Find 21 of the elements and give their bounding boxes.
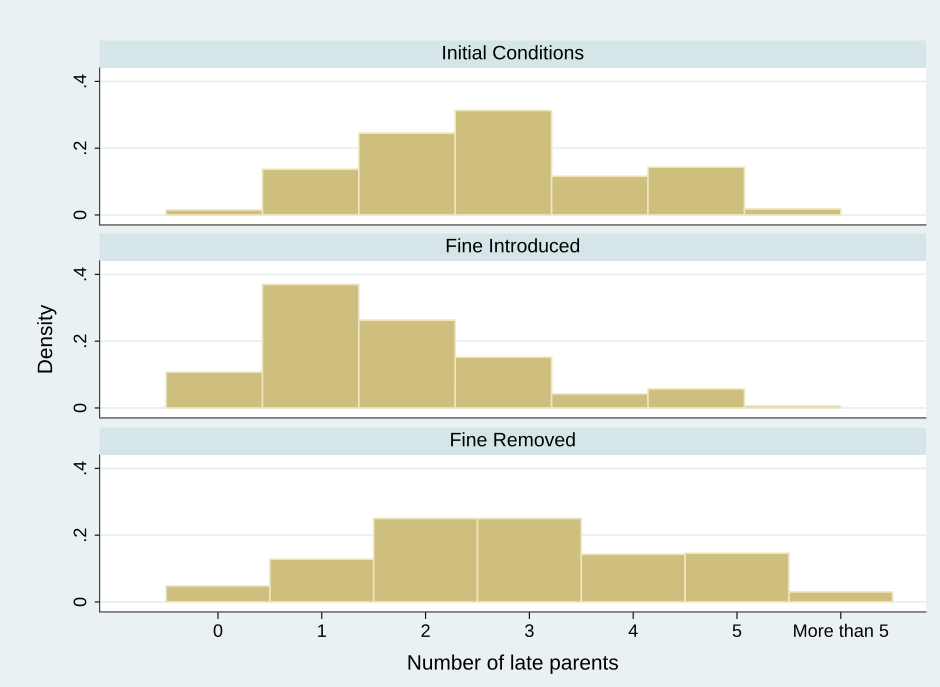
chart-title: Fine Removed (451, 432, 575, 446)
x-tick-label: 1 (318, 624, 326, 637)
y-tick-label: .2 (74, 528, 86, 542)
x-axis-title: Number of late parents (408, 654, 618, 674)
y-tick-label: 0 (74, 210, 86, 220)
y-tick-label: .2 (74, 142, 86, 154)
x-tick-label: 5 (732, 624, 742, 638)
x-tick-label: More than 5 (794, 624, 888, 638)
y-axis-title: Density (37, 304, 56, 373)
x-tick-label: 3 (525, 624, 534, 638)
y-tick-label: .4 (74, 267, 86, 280)
chart-title: Fine Introduced (446, 238, 580, 252)
y-tick-label: .2 (74, 334, 86, 348)
x-tick-label: 2 (421, 624, 430, 637)
y-tick-label: .4 (74, 461, 86, 474)
chart-title: Initial Conditions (443, 45, 584, 60)
x-tick-label: 0 (214, 624, 222, 638)
x-tick-label: 4 (628, 624, 638, 637)
y-tick-label: 0 (74, 404, 86, 412)
y-tick-label: .4 (74, 74, 86, 88)
y-tick-label: 0 (74, 598, 86, 606)
